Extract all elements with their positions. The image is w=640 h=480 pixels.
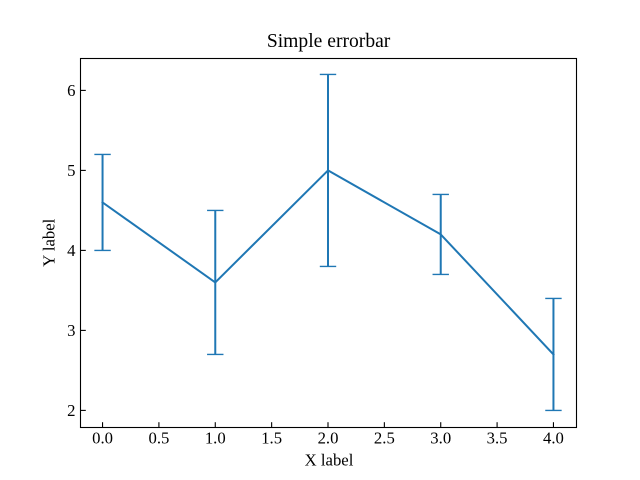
svg-text:2.5: 2.5 bbox=[374, 429, 395, 448]
svg-text:4.0: 4.0 bbox=[543, 429, 564, 448]
svg-text:3.5: 3.5 bbox=[487, 429, 508, 448]
svg-text:5: 5 bbox=[67, 161, 75, 180]
svg-text:4: 4 bbox=[67, 241, 76, 260]
svg-text:1.5: 1.5 bbox=[261, 429, 282, 448]
svg-text:3.0: 3.0 bbox=[430, 429, 451, 448]
svg-text:3: 3 bbox=[67, 321, 75, 340]
svg-text:Simple errorbar: Simple errorbar bbox=[267, 31, 391, 52]
svg-text:0.0: 0.0 bbox=[92, 429, 113, 448]
svg-text:6: 6 bbox=[67, 81, 75, 100]
svg-text:1.0: 1.0 bbox=[205, 429, 226, 448]
svg-text:X label: X label bbox=[305, 451, 354, 470]
svg-text:Y label: Y label bbox=[40, 218, 59, 266]
svg-text:2.0: 2.0 bbox=[318, 429, 339, 448]
svg-text:0.5: 0.5 bbox=[148, 429, 169, 448]
svg-text:2: 2 bbox=[67, 401, 75, 420]
